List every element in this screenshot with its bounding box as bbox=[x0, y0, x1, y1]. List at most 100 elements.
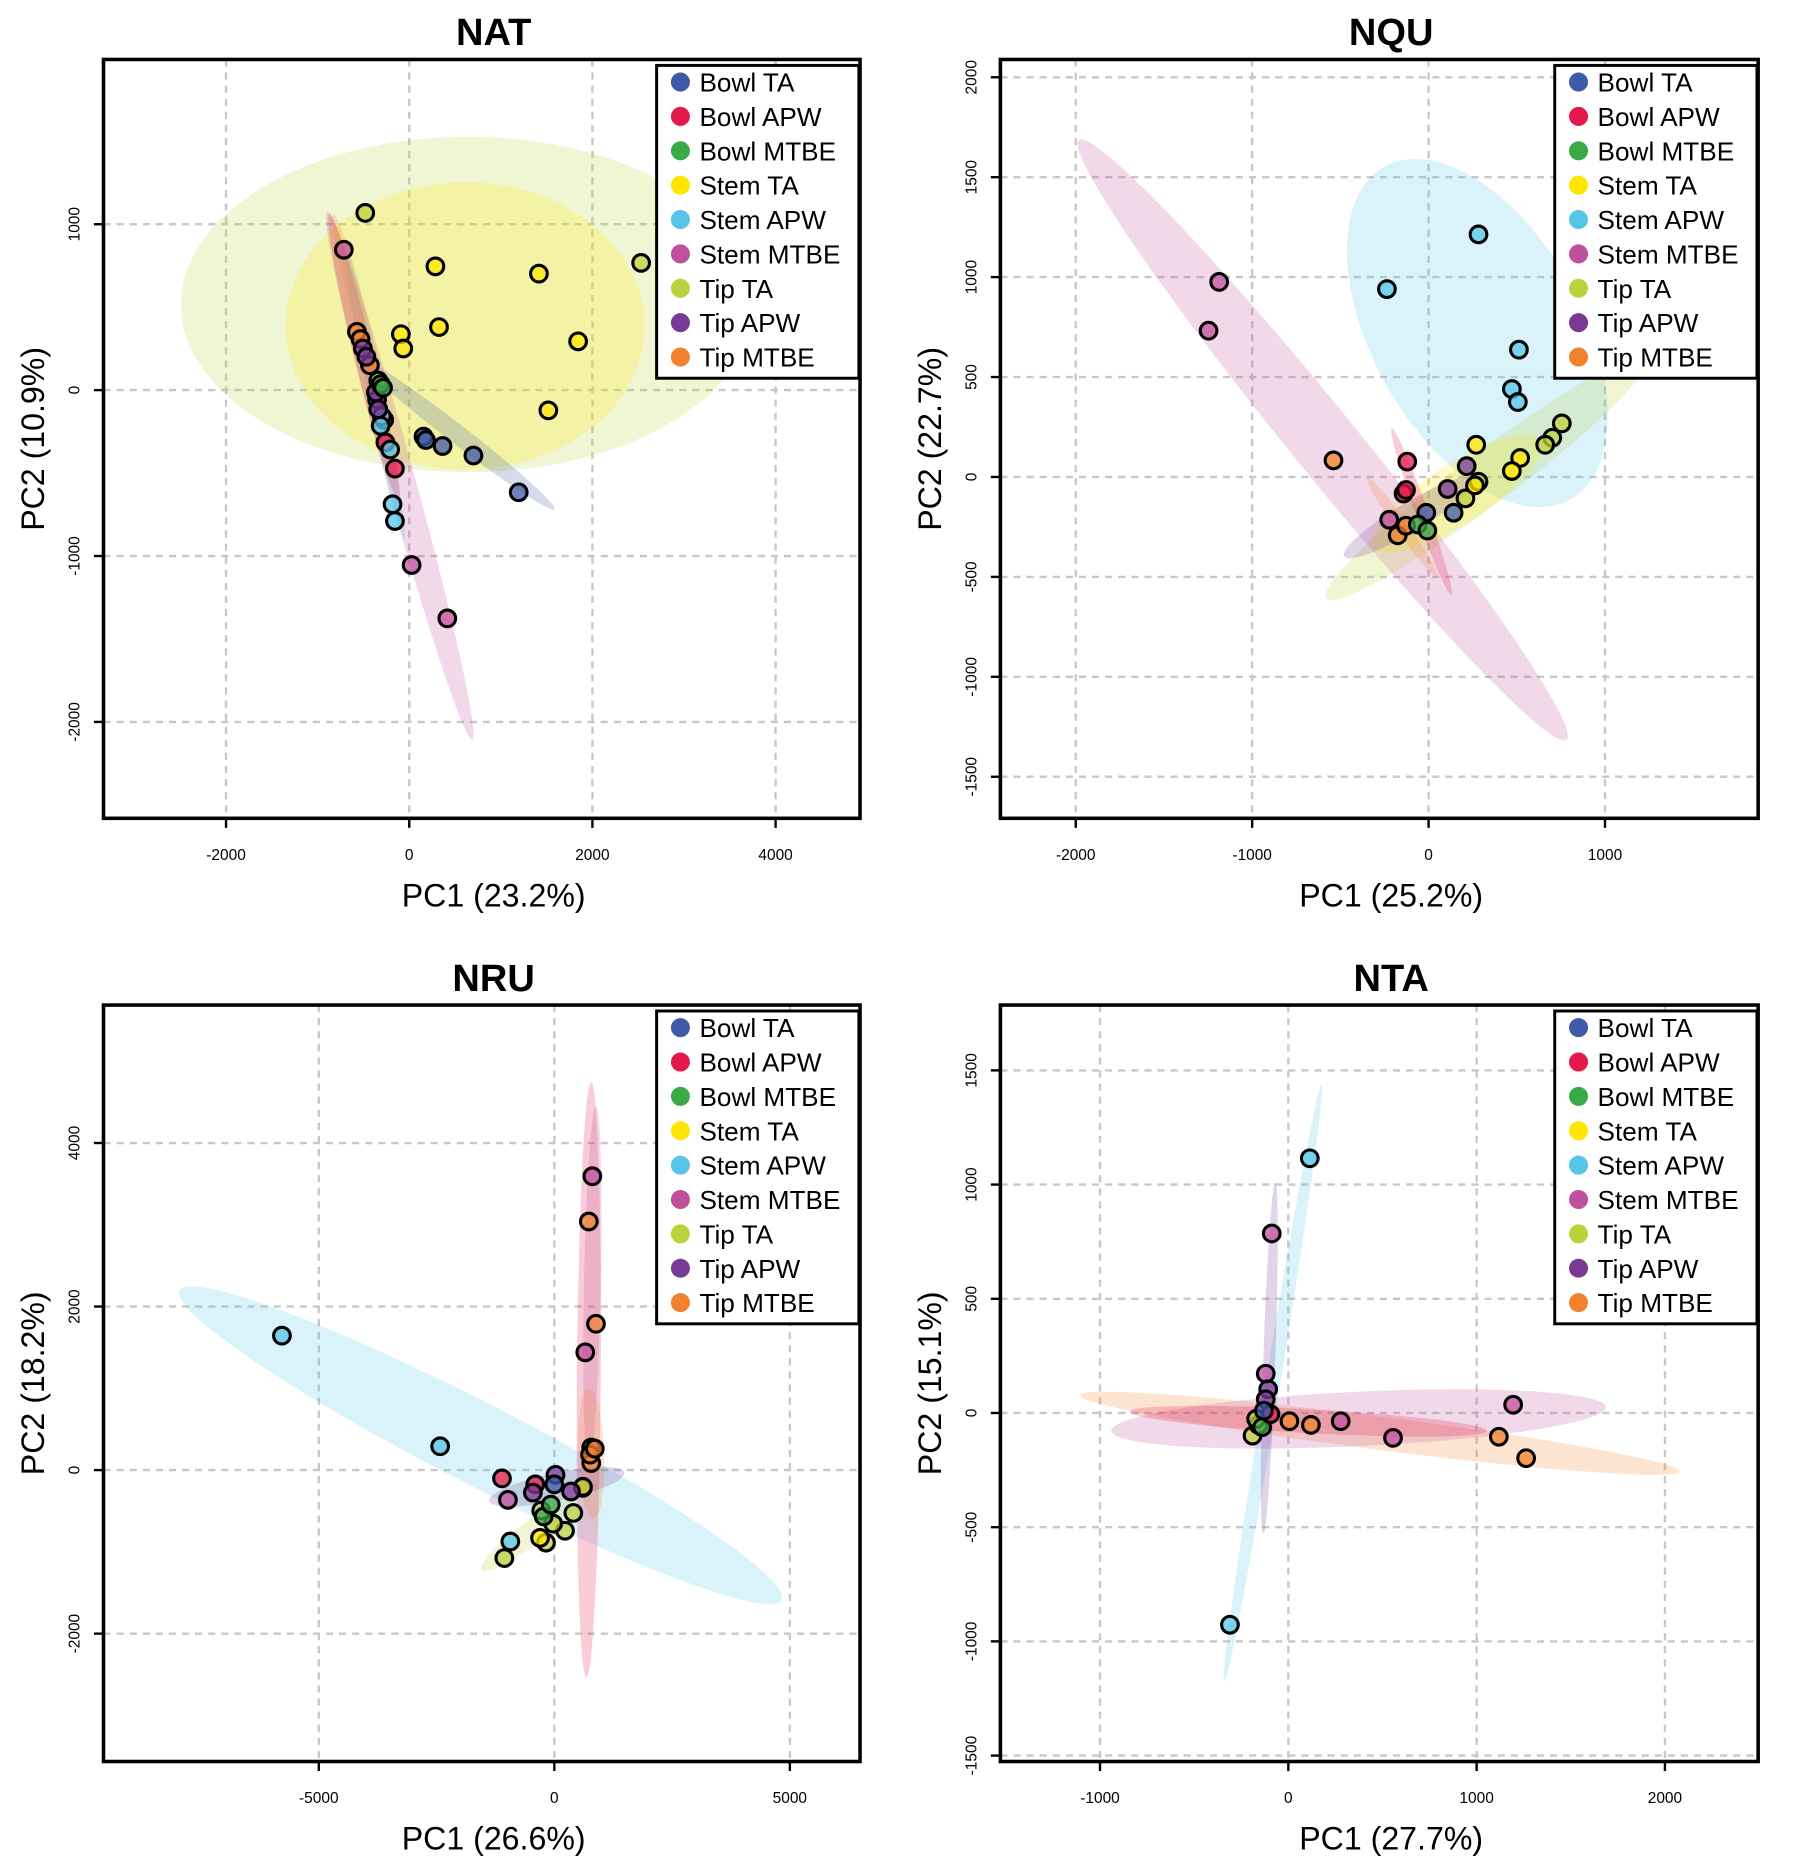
y-tick-label: 0 bbox=[964, 1409, 981, 1418]
legend-label: Bowl APW bbox=[1598, 1048, 1720, 1078]
x-tick-label: -1000 bbox=[1232, 847, 1272, 864]
legend-label: Bowl MTBE bbox=[1598, 136, 1735, 166]
x-axis-label: PC1 (25.2%) bbox=[1299, 877, 1483, 913]
legend-marker bbox=[670, 278, 690, 298]
legend-box bbox=[1553, 63, 1759, 380]
data-point-tip-apw bbox=[1456, 456, 1477, 477]
legend-marker bbox=[670, 1293, 690, 1313]
y-tick-label: 2000 bbox=[67, 1289, 84, 1323]
data-point-stem-mtbe bbox=[333, 239, 354, 260]
legend-label: Bowl TA bbox=[699, 1013, 795, 1043]
legend-marker bbox=[1569, 347, 1589, 367]
data-point-tip-mtbe bbox=[584, 1438, 605, 1459]
y-tick-label: -2000 bbox=[67, 702, 84, 742]
y-tick-label: -1000 bbox=[964, 657, 981, 697]
data-point-stem-apw bbox=[370, 415, 391, 436]
legend-marker bbox=[1569, 1224, 1589, 1244]
legend-marker bbox=[1569, 1018, 1589, 1038]
panel-nqu: NQU -2000 -1000 0 1000 -1500 -1000 -500 0 500 1000… bbox=[912, 12, 1760, 913]
legend-label: Tip MTBE bbox=[699, 1288, 814, 1318]
data-point-bowl-ta bbox=[1253, 1400, 1274, 1421]
legend-label: Tip MTBE bbox=[1598, 1288, 1713, 1318]
chart-title: NAT bbox=[456, 12, 531, 54]
confidence-ellipse-tip-ta bbox=[180, 136, 755, 473]
plot-frame bbox=[101, 1003, 862, 1764]
x-tick-label: -2000 bbox=[206, 847, 246, 864]
legend-marker bbox=[1569, 1293, 1589, 1313]
y-axis-label: PC2 (10.9%) bbox=[15, 347, 51, 531]
data-point-stem-mtbe bbox=[1209, 272, 1230, 292]
legend-marker bbox=[1569, 244, 1589, 264]
legend-marker bbox=[1569, 278, 1589, 298]
legend-label: Bowl TA bbox=[1598, 1013, 1694, 1043]
confidence-ellipse-stem-apw bbox=[1346, 158, 1608, 508]
legend-label: Stem MTBE bbox=[699, 239, 840, 269]
data-point-stem-apw bbox=[1507, 392, 1528, 412]
data-point-stem-mtbe bbox=[1383, 1428, 1403, 1448]
data-point-stem-ta bbox=[393, 338, 414, 359]
y-tick-label: 1000 bbox=[964, 1167, 981, 1201]
x-tick-label: 1000 bbox=[1588, 847, 1622, 864]
panel-nta: NTA -1000 0 1000 2000 -1500 -1000 -500 0 500 1000 1… bbox=[912, 958, 1760, 1857]
legend-label: Tip TA bbox=[699, 274, 773, 304]
y-tick-label: -1000 bbox=[67, 536, 84, 576]
data-point-bowl-ta bbox=[508, 482, 529, 503]
x-tick-label: 0 bbox=[1284, 1790, 1293, 1807]
legend-marker bbox=[1569, 141, 1589, 161]
data-point-stem-mtbe bbox=[582, 1166, 603, 1187]
plot-frame bbox=[998, 57, 1760, 821]
x-tick-label: 0 bbox=[550, 1790, 559, 1807]
y-tick-label: 500 bbox=[964, 364, 981, 390]
data-point-stem-mtbe bbox=[437, 608, 458, 629]
legend-label: Bowl MTBE bbox=[699, 136, 836, 166]
legend-marker bbox=[1569, 1052, 1589, 1072]
legend-label: Stem APW bbox=[699, 205, 826, 235]
legend-marker bbox=[670, 1258, 690, 1278]
legend-marker bbox=[670, 1190, 690, 1210]
legend-label: Stem TA bbox=[1598, 171, 1698, 201]
data-point-stem-apw bbox=[272, 1325, 292, 1346]
data-point-stem-mtbe bbox=[1503, 1394, 1524, 1415]
data-point-stem-ta bbox=[529, 263, 549, 284]
data-point-stem-apw bbox=[380, 439, 401, 460]
chart-title: NQU bbox=[1349, 12, 1434, 54]
legend-marker bbox=[670, 1086, 690, 1106]
legend-label: Bowl APW bbox=[699, 1048, 821, 1078]
legend-marker bbox=[670, 106, 690, 126]
y-tick-label: 1500 bbox=[964, 160, 981, 194]
x-tick-label: -5000 bbox=[299, 1790, 339, 1807]
data-point-tip-mtbe bbox=[1301, 1414, 1321, 1435]
plot-area bbox=[103, 59, 861, 819]
data-point-stem-ta bbox=[530, 1528, 550, 1548]
legend-label: Stem APW bbox=[699, 1151, 826, 1181]
legend-label: Tip APW bbox=[699, 308, 800, 338]
legend: Bowl TA Bowl APW Bowl MTBE Stem TA Stem APW S… bbox=[1553, 63, 1759, 380]
data-point-tip-ta bbox=[355, 203, 376, 223]
legend-marker bbox=[670, 244, 690, 264]
x-axis-label: PC1 (27.7%) bbox=[1299, 1821, 1483, 1857]
x-tick-label: -2000 bbox=[1056, 847, 1096, 864]
confidence-ellipse-stem-apw bbox=[179, 1286, 783, 1604]
legend-label: Tip MTBE bbox=[1598, 343, 1713, 373]
y-tick-label: 500 bbox=[964, 1286, 981, 1312]
plot-area bbox=[1000, 1005, 1759, 1762]
legend-marker bbox=[1569, 175, 1589, 195]
legend-label: Stem MTBE bbox=[699, 1185, 840, 1215]
data-point-stem-ta bbox=[1465, 475, 1485, 496]
data-point-bowl-mtbe bbox=[1417, 520, 1438, 541]
x-tick-label: 0 bbox=[1424, 847, 1433, 864]
panel-nru: NRU -5000 0 5000 -2000 0 2000 4000 Bowl TA Bowl A… bbox=[15, 958, 862, 1857]
data-point-stem-ta bbox=[1501, 461, 1522, 481]
x-tick-label: 2000 bbox=[575, 847, 609, 864]
legend-marker bbox=[670, 175, 690, 195]
y-tick-label: -1000 bbox=[964, 1622, 981, 1662]
y-tick-label: -2000 bbox=[67, 1614, 84, 1654]
data-point-bowl-ta bbox=[1443, 502, 1464, 523]
legend-marker bbox=[670, 313, 690, 333]
legend: Bowl TA Bowl APW Bowl MTBE Stem TA Stem APW S… bbox=[1553, 1009, 1759, 1326]
data-point-tip-mtbe bbox=[586, 1313, 606, 1334]
data-point-tip-mtbe bbox=[1488, 1426, 1509, 1447]
chart-title: NTA bbox=[1353, 958, 1428, 1000]
data-point-bowl-apw bbox=[1396, 480, 1416, 500]
data-point-stem-mtbe bbox=[1198, 320, 1219, 341]
